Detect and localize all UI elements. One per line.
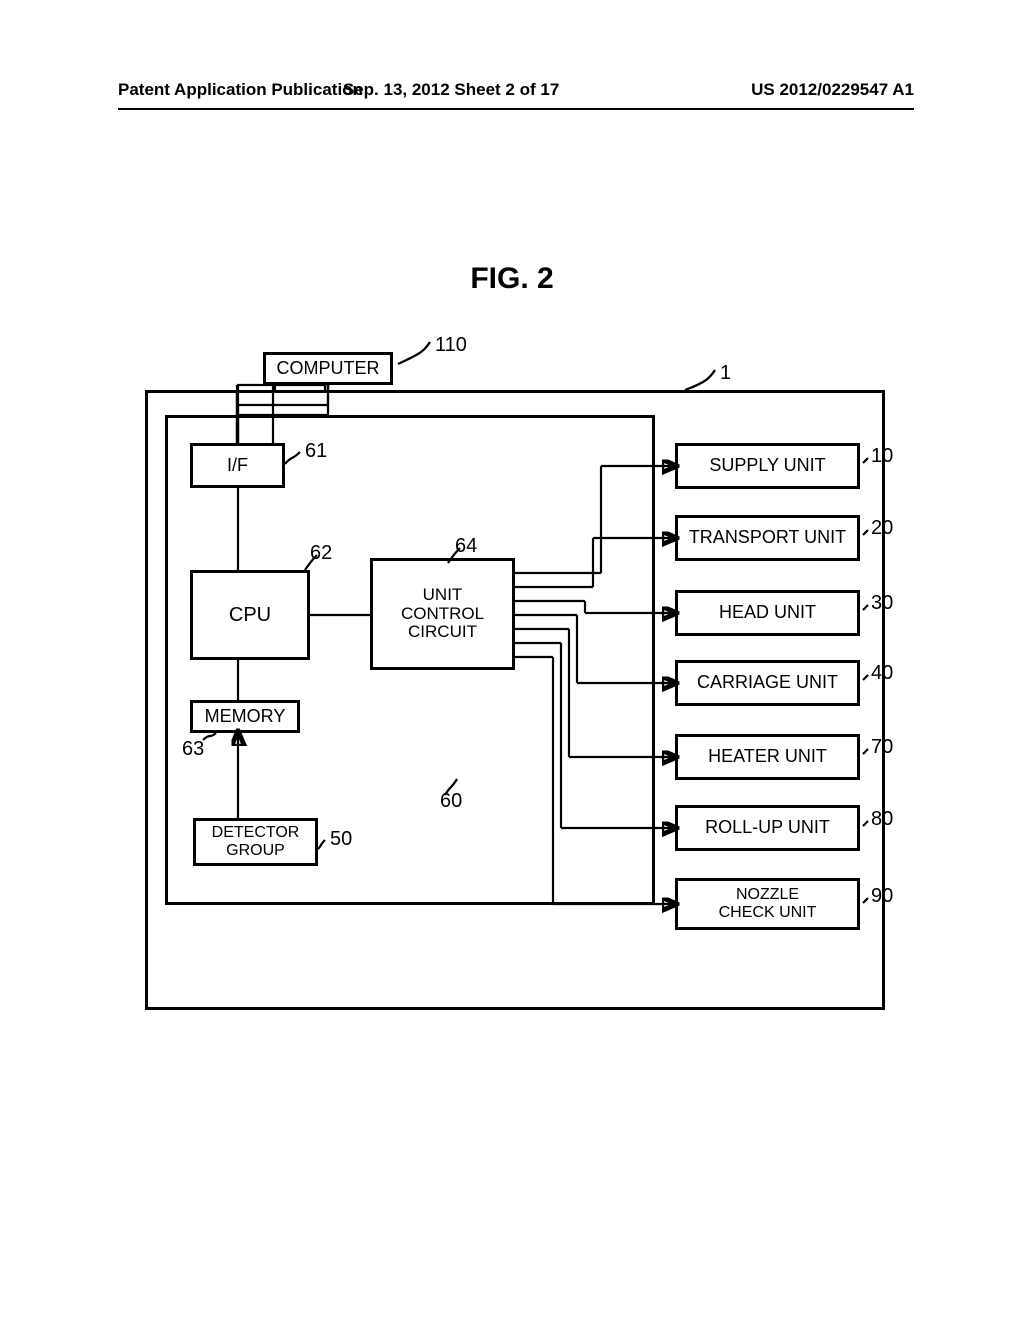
interface-block: I/F xyxy=(190,443,285,488)
ref-60: 60 xyxy=(440,790,462,813)
block-diagram: COMPUTER I/F CPU MEMORY UNIT CONTROL CIR… xyxy=(145,330,895,1010)
ref-30: 30 xyxy=(871,592,893,615)
ref-63: 63 xyxy=(182,738,204,761)
header-right: US 2012/0229547 A1 xyxy=(751,80,914,100)
figure-title: FIG. 2 xyxy=(470,262,553,296)
ref-90: 90 xyxy=(871,885,893,908)
supply-label: SUPPLY UNIT xyxy=(709,456,825,476)
carriage-unit-block: CARRIAGE UNIT xyxy=(675,660,860,706)
ucc-label: UNIT CONTROL CIRCUIT xyxy=(401,586,484,642)
ref-64: 64 xyxy=(455,535,477,558)
ucc-line1: UNIT xyxy=(423,585,463,604)
ref-20: 20 xyxy=(871,517,893,540)
computer-label: COMPUTER xyxy=(277,359,380,379)
computer-block: COMPUTER xyxy=(263,352,393,385)
detector-group-block: DETECTOR GROUP xyxy=(193,818,318,866)
head-unit-block: HEAD UNIT xyxy=(675,590,860,636)
ref-1: 1 xyxy=(720,362,731,385)
memory-label: MEMORY xyxy=(205,707,286,727)
page-header: Patent Application Publication Sep. 13, … xyxy=(118,80,914,100)
unit-control-circuit-block: UNIT CONTROL CIRCUIT xyxy=(370,558,515,670)
header-left: Patent Application Publication xyxy=(118,80,363,100)
carriage-label: CARRIAGE UNIT xyxy=(697,673,838,693)
heater-label: HEATER UNIT xyxy=(708,747,827,767)
ref-40: 40 xyxy=(871,662,893,685)
heater-unit-block: HEATER UNIT xyxy=(675,734,860,780)
detgrp-line2: GROUP xyxy=(226,842,285,859)
ref-50: 50 xyxy=(330,828,352,851)
head-label: HEAD UNIT xyxy=(719,603,816,623)
header-rule xyxy=(118,108,914,110)
ref-62: 62 xyxy=(310,542,332,565)
nozzle-line1: NOZZLE xyxy=(736,886,799,903)
rollup-unit-block: ROLL-UP UNIT xyxy=(675,805,860,851)
ref-61: 61 xyxy=(305,440,327,463)
memory-block: MEMORY xyxy=(190,700,300,733)
ref-70: 70 xyxy=(871,736,893,759)
ref-80: 80 xyxy=(871,808,893,831)
transport-label: TRANSPORT UNIT xyxy=(689,528,846,548)
detgrp-label: DETECTOR GROUP xyxy=(212,824,300,859)
supply-unit-block: SUPPLY UNIT xyxy=(675,443,860,489)
transport-unit-block: TRANSPORT UNIT xyxy=(675,515,860,561)
ref-110: 110 xyxy=(435,334,467,357)
header-center: Sep. 13, 2012 Sheet 2 of 17 xyxy=(343,80,559,100)
cpu-block: CPU xyxy=(190,570,310,660)
interface-label: I/F xyxy=(227,456,248,476)
detgrp-line1: DETECTOR xyxy=(212,824,300,841)
ucc-line3: CIRCUIT xyxy=(408,622,477,641)
ucc-line2: CONTROL xyxy=(401,604,484,623)
rollup-label: ROLL-UP UNIT xyxy=(705,818,830,838)
nozzle-label: NOZZLE CHECK UNIT xyxy=(719,886,817,921)
cpu-label: CPU xyxy=(229,604,271,626)
nozzle-check-unit-block: NOZZLE CHECK UNIT xyxy=(675,878,860,930)
nozzle-line2: CHECK UNIT xyxy=(719,904,817,921)
ref-10: 10 xyxy=(871,445,893,468)
